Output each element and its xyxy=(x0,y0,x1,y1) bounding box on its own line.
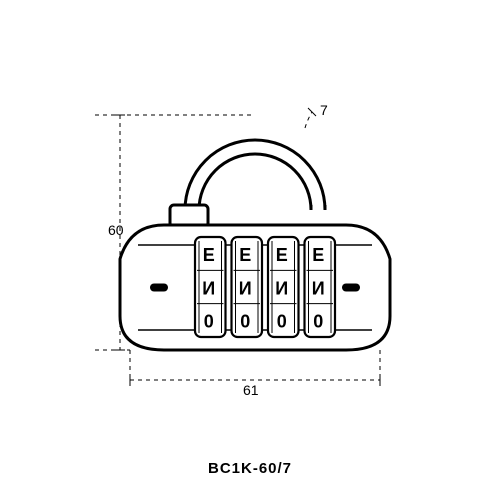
wheel-char: E xyxy=(312,245,327,265)
shackle-inner xyxy=(199,154,311,225)
slot-left xyxy=(150,284,168,292)
wheel-char: 0 xyxy=(240,312,253,332)
dim-height-value: 60 xyxy=(108,222,124,238)
wheel-char: E xyxy=(203,245,218,265)
wheel-char: 0 xyxy=(204,312,217,332)
dim-width-value: 61 xyxy=(243,382,259,398)
wheel-char: И xyxy=(239,278,255,298)
wheel-char: И xyxy=(275,278,291,298)
wheel-char: 0 xyxy=(277,312,290,332)
slot-right xyxy=(342,284,360,292)
wheel-char: E xyxy=(276,245,291,265)
product-caption: BC1K-60/7 xyxy=(0,460,500,477)
wheel-char: И xyxy=(202,278,218,298)
dim-shackle-value: 7 xyxy=(320,102,328,118)
wheel-char: E xyxy=(239,245,254,265)
dim-shackle-leader xyxy=(305,112,312,128)
wheel-char: И xyxy=(312,278,328,298)
wheel-char: 0 xyxy=(313,312,326,332)
